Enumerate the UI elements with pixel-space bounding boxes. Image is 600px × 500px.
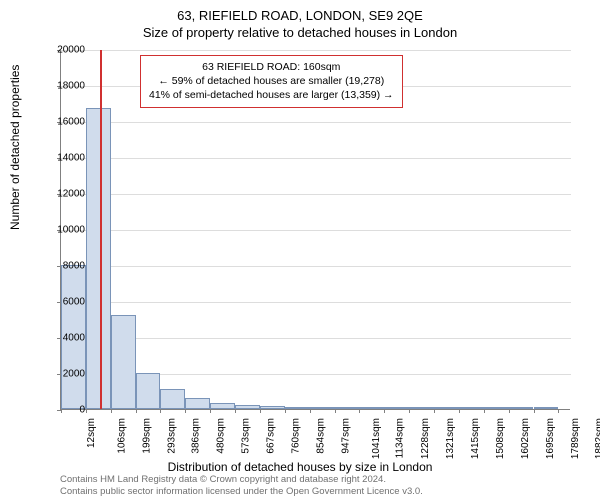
gridline — [61, 194, 571, 195]
x-tick-mark — [136, 409, 137, 413]
y-tick-label: 6000 — [45, 297, 85, 308]
histogram-bar — [310, 407, 335, 409]
x-tick-label: 1508sqm — [495, 418, 506, 459]
x-tick-mark — [235, 409, 236, 413]
x-tick-mark — [558, 409, 559, 413]
histogram-bar — [534, 407, 559, 409]
x-tick-label: 1602sqm — [520, 418, 531, 459]
x-tick-mark — [310, 409, 311, 413]
x-tick-label: 480sqm — [216, 418, 227, 454]
y-axis-label: Number of detached properties — [8, 65, 22, 230]
gridline — [61, 302, 571, 303]
x-tick-label: 1321sqm — [445, 418, 456, 459]
histogram-bar — [285, 407, 310, 409]
x-tick-label: 1415sqm — [470, 418, 481, 459]
histogram-bar — [459, 407, 484, 409]
y-tick-label: 10000 — [45, 225, 85, 236]
x-tick-mark — [86, 409, 87, 413]
histogram-bar — [86, 108, 111, 409]
histogram-bar — [335, 407, 360, 409]
chart-area: 63 RIEFIELD ROAD: 160sqm ← 59% of detach… — [60, 50, 570, 410]
histogram-bar — [160, 389, 185, 409]
gridline — [61, 50, 571, 51]
property-indicator-line — [100, 50, 102, 409]
y-tick-label: 0 — [45, 405, 85, 416]
footer-attribution: Contains HM Land Registry data © Crown c… — [60, 474, 423, 498]
x-tick-mark — [459, 409, 460, 413]
histogram-bar — [111, 315, 136, 409]
y-tick-label: 4000 — [45, 333, 85, 344]
x-tick-mark — [409, 409, 410, 413]
x-tick-mark — [534, 409, 535, 413]
x-tick-label: 573sqm — [241, 418, 252, 454]
footer-line-2: Contains public sector information licen… — [60, 486, 423, 498]
x-tick-mark — [359, 409, 360, 413]
x-tick-label: 386sqm — [191, 418, 202, 454]
annotation-box: 63 RIEFIELD ROAD: 160sqm ← 59% of detach… — [140, 55, 403, 108]
x-tick-label: 1134sqm — [395, 418, 406, 458]
histogram-bar — [484, 407, 509, 409]
gridline — [61, 230, 571, 231]
x-tick-mark — [434, 409, 435, 413]
y-tick-label: 20000 — [45, 45, 85, 56]
chart-title: 63, RIEFIELD ROAD, LONDON, SE9 2QE — [0, 0, 600, 23]
x-tick-label: 293sqm — [166, 418, 177, 454]
gridline — [61, 266, 571, 267]
y-tick-label: 12000 — [45, 189, 85, 200]
x-tick-label: 667sqm — [266, 418, 277, 454]
x-tick-label: 1695sqm — [545, 418, 556, 459]
gridline — [61, 122, 571, 123]
x-tick-label: 1882sqm — [594, 418, 600, 459]
histogram-bar — [260, 406, 285, 409]
histogram-bar — [235, 405, 260, 409]
histogram-bar — [185, 398, 210, 409]
annotation-line-1: 63 RIEFIELD ROAD: 160sqm — [149, 60, 394, 74]
x-tick-label: 12sqm — [86, 418, 97, 448]
y-tick-label: 8000 — [45, 261, 85, 272]
x-tick-mark — [484, 409, 485, 413]
x-tick-label: 1789sqm — [570, 418, 581, 459]
x-tick-mark — [509, 409, 510, 413]
x-tick-mark — [160, 409, 161, 413]
x-tick-label: 760sqm — [290, 418, 301, 454]
y-tick-label: 16000 — [45, 117, 85, 128]
x-tick-label: 854sqm — [315, 418, 326, 454]
x-tick-mark — [185, 409, 186, 413]
x-tick-mark — [111, 409, 112, 413]
histogram-bar — [384, 407, 409, 409]
y-tick-label: 18000 — [45, 81, 85, 92]
histogram-bar — [210, 403, 235, 409]
gridline — [61, 338, 571, 339]
histogram-bar — [434, 407, 459, 409]
x-tick-label: 199sqm — [141, 418, 152, 454]
histogram-bar — [136, 373, 161, 409]
footer-line-1: Contains HM Land Registry data © Crown c… — [60, 474, 423, 486]
histogram-bar — [509, 407, 534, 409]
y-tick-label: 2000 — [45, 369, 85, 380]
histogram-bar — [359, 407, 384, 409]
x-tick-mark — [335, 409, 336, 413]
histogram-bar — [409, 407, 434, 409]
x-axis-label: Distribution of detached houses by size … — [0, 460, 600, 474]
x-tick-mark — [210, 409, 211, 413]
x-tick-label: 947sqm — [340, 418, 351, 454]
x-tick-label: 1228sqm — [420, 418, 431, 459]
x-tick-mark — [285, 409, 286, 413]
y-tick-label: 14000 — [45, 153, 85, 164]
x-tick-mark — [384, 409, 385, 413]
x-tick-label: 1041sqm — [371, 418, 382, 459]
annotation-line-2: ← 59% of detached houses are smaller (19… — [149, 74, 394, 88]
x-tick-label: 106sqm — [117, 418, 128, 454]
annotation-line-3: 41% of semi-detached houses are larger (… — [149, 88, 394, 102]
gridline — [61, 158, 571, 159]
chart-subtitle: Size of property relative to detached ho… — [0, 23, 600, 40]
x-tick-mark — [260, 409, 261, 413]
